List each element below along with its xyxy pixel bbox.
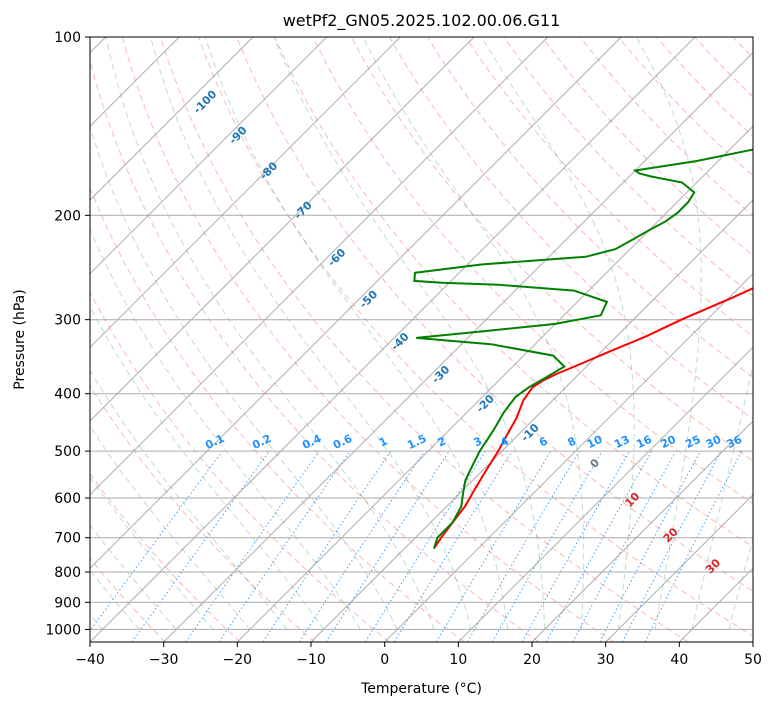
- mixing-ratio-line: [521, 450, 630, 642]
- mixing-ratio-line: [185, 450, 320, 642]
- y-tick-label: 700: [54, 531, 81, 547]
- mixing-ratio-label: 20: [659, 433, 679, 451]
- moist-adiabat: [362, 37, 585, 630]
- x-tick-label: −30: [149, 652, 179, 668]
- moist-adiabat: [204, 37, 509, 630]
- moist-adiabat: [150, 37, 472, 630]
- isotherm: [90, 37, 549, 496]
- dry-adiabat: [236, 37, 753, 592]
- dry-adiabat: [503, 37, 753, 297]
- plot-frame: [89, 36, 754, 643]
- dry-adiabat: [426, 37, 753, 378]
- y-tick-label: 500: [54, 444, 81, 460]
- temperature-line: [433, 287, 753, 550]
- plot-background: [90, 37, 753, 642]
- dry-adiabat: [274, 37, 753, 548]
- mixing-ratio-line: [644, 450, 743, 642]
- isotherm: [90, 37, 401, 349]
- series-lines: [413, 148, 753, 550]
- dry-adiabat: [312, 37, 753, 505]
- isotherm: [90, 37, 328, 275]
- chart-title: wetPf2_GN05.2025.102.00.06.G11: [283, 11, 561, 31]
- dewpoint-line: [413, 148, 753, 549]
- x-tick-label: −40: [75, 652, 105, 668]
- moist-adiabat: [635, 37, 702, 630]
- moist-adiabat: [728, 536, 753, 630]
- y-axis: 100 200 300 400 500 600 700 800 900 1000: [45, 30, 90, 638]
- mixing-ratio-line: [218, 450, 351, 642]
- x-axis-label: Temperature (°C): [360, 681, 482, 697]
- mixing-ratio-line: [572, 450, 677, 642]
- isotherm: [457, 346, 753, 642]
- isotherm: [310, 199, 753, 642]
- x-tick-label: 40: [670, 652, 688, 668]
- mixing-ratio-line: [545, 450, 653, 642]
- dry-adiabat: [90, 472, 241, 642]
- isotherm: [163, 51, 753, 642]
- isotherm: [90, 37, 475, 422]
- y-tick-label: 1000: [45, 622, 81, 638]
- isotherm: [236, 125, 753, 642]
- x-tick-label: 30: [597, 652, 615, 668]
- background-lines: [90, 37, 775, 642]
- isotherm: [384, 272, 753, 642]
- isotherm: [90, 37, 696, 642]
- y-tick-label: 800: [54, 565, 81, 581]
- dry-adiabat: [90, 59, 540, 642]
- moist-adiabat: [105, 37, 435, 630]
- mixing-ratio-line: [393, 450, 513, 642]
- moist-adiabat: [481, 37, 635, 630]
- isotherm: [752, 641, 753, 642]
- isotherm: [531, 420, 753, 642]
- mixing-ratio-label: 16: [634, 433, 654, 451]
- y-tick-label: 600: [54, 491, 81, 507]
- mixing-ratio-label: 30: [704, 433, 724, 451]
- dry-adiabat: [90, 291, 390, 642]
- mixing-ratio-line: [325, 450, 450, 642]
- x-axis: −40 −30 −20 −10 0 10 20 30 40 50: [75, 642, 762, 668]
- moist-adiabat: [90, 369, 288, 630]
- mixing-ratio-line: [90, 450, 223, 632]
- x-tick-label: 20: [523, 652, 541, 668]
- y-tick-label: 400: [54, 387, 81, 403]
- x-tick-label: 50: [744, 652, 762, 668]
- dry-adiabat: [771, 37, 775, 642]
- moist-adiabat: [90, 228, 361, 630]
- dry-adiabat: [121, 37, 614, 642]
- dry-adiabat: [350, 37, 753, 462]
- isotherm: [90, 37, 254, 201]
- mixing-ratio-label: 25: [683, 433, 702, 451]
- x-tick-label: −20: [223, 652, 253, 668]
- mixing-ratio-label: 10: [585, 433, 605, 451]
- x-tick-label: −10: [296, 652, 326, 668]
- y-tick-label: 200: [54, 208, 81, 224]
- mixing-ratio-label: 36: [725, 433, 745, 451]
- y-tick-label: 100: [54, 30, 81, 46]
- moist-adiabat: [273, 37, 546, 630]
- grid-lines: [90, 37, 753, 642]
- isotherm: [90, 37, 622, 570]
- x-tick-label: 0: [380, 652, 389, 668]
- mixing-ratio-label: 13: [612, 433, 631, 451]
- dry-adiabat: [465, 37, 753, 338]
- moist-adiabat: [90, 305, 325, 630]
- mixing-ratio-line: [298, 450, 425, 642]
- isotherm: [605, 493, 753, 642]
- moist-adiabat: [90, 125, 398, 630]
- y-axis-label: Pressure (hPa): [12, 289, 28, 389]
- dry-adiabat: [90, 384, 316, 642]
- dry-adiabat: [90, 186, 465, 642]
- x-tick-label: 10: [449, 652, 467, 668]
- y-tick-label: 300: [54, 313, 81, 329]
- moist-adiabat: [691, 363, 753, 630]
- mixing-ratio-line: [262, 450, 392, 642]
- dry-adiabat: [388, 37, 753, 420]
- y-tick-label: 900: [54, 595, 81, 611]
- mixing-ratio-line: [131, 450, 270, 642]
- moist-adiabat: [90, 476, 214, 630]
